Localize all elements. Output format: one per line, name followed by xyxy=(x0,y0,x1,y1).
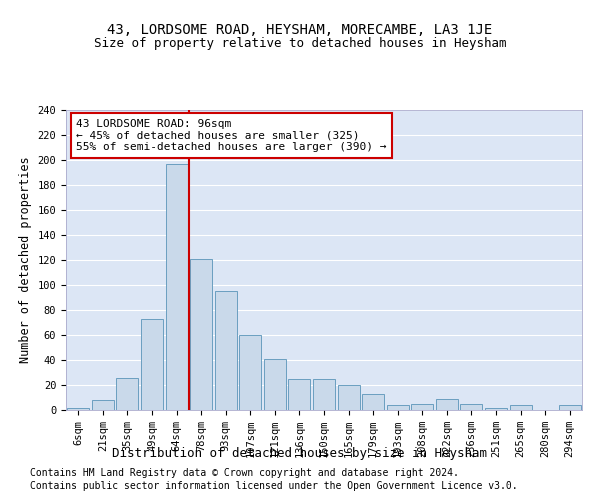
Bar xyxy=(559,405,581,410)
Bar xyxy=(411,404,433,410)
Bar xyxy=(92,400,114,410)
Bar xyxy=(313,379,335,410)
Bar xyxy=(509,405,532,410)
Bar xyxy=(460,404,482,410)
Bar xyxy=(190,259,212,410)
Bar xyxy=(67,408,89,410)
Text: Contains public sector information licensed under the Open Government Licence v3: Contains public sector information licen… xyxy=(30,481,518,491)
Bar xyxy=(289,379,310,410)
Bar xyxy=(362,394,384,410)
Bar xyxy=(141,319,163,410)
Y-axis label: Number of detached properties: Number of detached properties xyxy=(19,156,32,364)
Bar xyxy=(166,164,188,410)
Text: Distribution of detached houses by size in Heysham: Distribution of detached houses by size … xyxy=(113,448,487,460)
Bar xyxy=(386,405,409,410)
Bar xyxy=(116,378,139,410)
Text: Size of property relative to detached houses in Heysham: Size of property relative to detached ho… xyxy=(94,38,506,51)
Text: 43, LORDSOME ROAD, HEYSHAM, MORECAMBE, LA3 1JE: 43, LORDSOME ROAD, HEYSHAM, MORECAMBE, L… xyxy=(107,22,493,36)
Bar xyxy=(215,291,237,410)
Bar xyxy=(485,408,507,410)
Bar xyxy=(436,399,458,410)
Bar xyxy=(264,359,286,410)
Bar xyxy=(338,385,359,410)
Text: 43 LORDSOME ROAD: 96sqm
← 45% of detached houses are smaller (325)
55% of semi-d: 43 LORDSOME ROAD: 96sqm ← 45% of detache… xyxy=(76,119,387,152)
Text: Contains HM Land Registry data © Crown copyright and database right 2024.: Contains HM Land Registry data © Crown c… xyxy=(30,468,459,477)
Bar xyxy=(239,335,262,410)
